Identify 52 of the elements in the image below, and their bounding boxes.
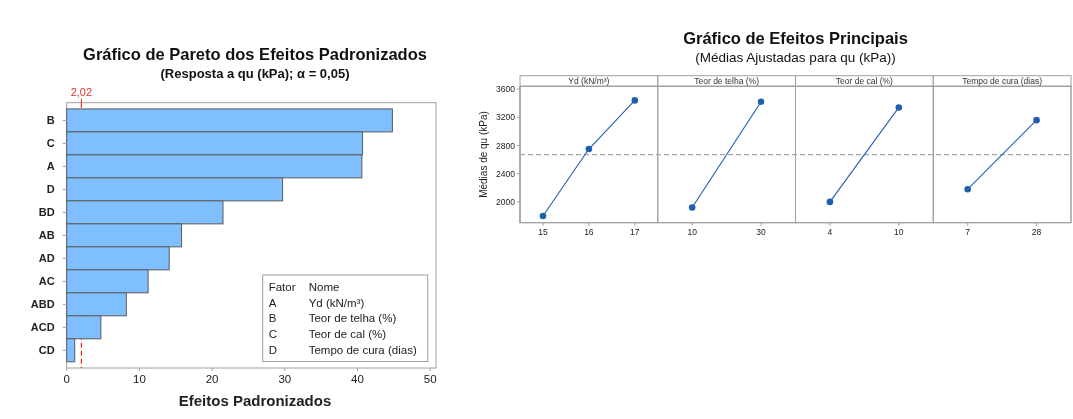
x-tick-label: 10 — [894, 226, 904, 237]
y-tick-label: CD — [38, 344, 55, 357]
x-tick-label: 0 — [63, 373, 70, 385]
y-tick-label: AC — [38, 275, 55, 288]
annotation: Tempo de cura (dias) — [308, 343, 417, 356]
annotation: Teor de cal (%) — [308, 328, 387, 341]
x-tick-label: 10 — [133, 373, 146, 385]
x-tick-label: 28 — [1031, 226, 1042, 237]
annotation: Teor de telha (%) — [308, 312, 397, 325]
y-tick-label: ACD — [30, 321, 55, 334]
y-axis-title: Médias de qu (kPa) — [478, 111, 489, 198]
text: Teor de telha (%) — [694, 75, 760, 86]
y-tick-label: AD — [38, 252, 55, 265]
chart-title: Gráfico de Efeitos Principais — [683, 29, 908, 47]
y-tick-label: AB — [38, 229, 55, 242]
chart-subtitle: (Resposta a qu (kPa); α = 0,05) — [160, 66, 350, 81]
chart-subtitle: (Médias Ajustadas para qu (kPa)) — [695, 50, 896, 65]
annotation: Nome — [308, 281, 340, 293]
x-tick-label: 30 — [278, 373, 292, 385]
y-tick-label: D — [46, 183, 55, 196]
y-tick-label: B — [46, 114, 55, 127]
y-tick-label: 2400 — [496, 168, 516, 179]
x-tick-label: 17 — [630, 226, 640, 237]
x-tick-label: 4 — [827, 226, 833, 237]
annotation: A — [268, 296, 277, 309]
y-tick-label: C — [46, 137, 55, 150]
annotation: D — [268, 343, 278, 356]
x-tick-label: 50 — [423, 373, 437, 385]
text: Tempo de cura (dias) — [962, 75, 1043, 86]
x-tick-label: 16 — [584, 226, 594, 237]
annotation: B — [268, 312, 277, 325]
x-tick-label: 10 — [687, 226, 698, 237]
y-tick-label: A — [46, 160, 55, 173]
text: Teor de cal (%) — [835, 75, 894, 86]
x-tick-label: 20 — [205, 373, 219, 385]
x-tick-label: 40 — [351, 373, 364, 385]
text: Yd (kN/m³) — [568, 75, 610, 86]
x-tick-label: 7 — [965, 226, 971, 237]
ref-line-label: 2,02 — [70, 85, 93, 98]
x-tick-label: 15 — [538, 226, 548, 237]
annotation: Fator — [268, 281, 296, 293]
annotation: Yd (kN/m³) — [308, 296, 365, 309]
y-tick-label: 2800 — [496, 140, 516, 151]
chart-title: Gráfico de Pareto dos Efeitos Padronizados — [83, 45, 427, 63]
y-tick-label: 3200 — [496, 112, 516, 123]
y-tick-label: BD — [38, 206, 55, 219]
x-tick-label: 30 — [756, 226, 767, 237]
y-tick-label: 3600 — [496, 84, 516, 95]
x-axis-title: Efeitos Padronizados — [178, 392, 332, 409]
annotation: C — [268, 328, 278, 341]
y-tick-label: 2000 — [496, 196, 516, 207]
y-tick-label: ABD — [30, 298, 55, 311]
